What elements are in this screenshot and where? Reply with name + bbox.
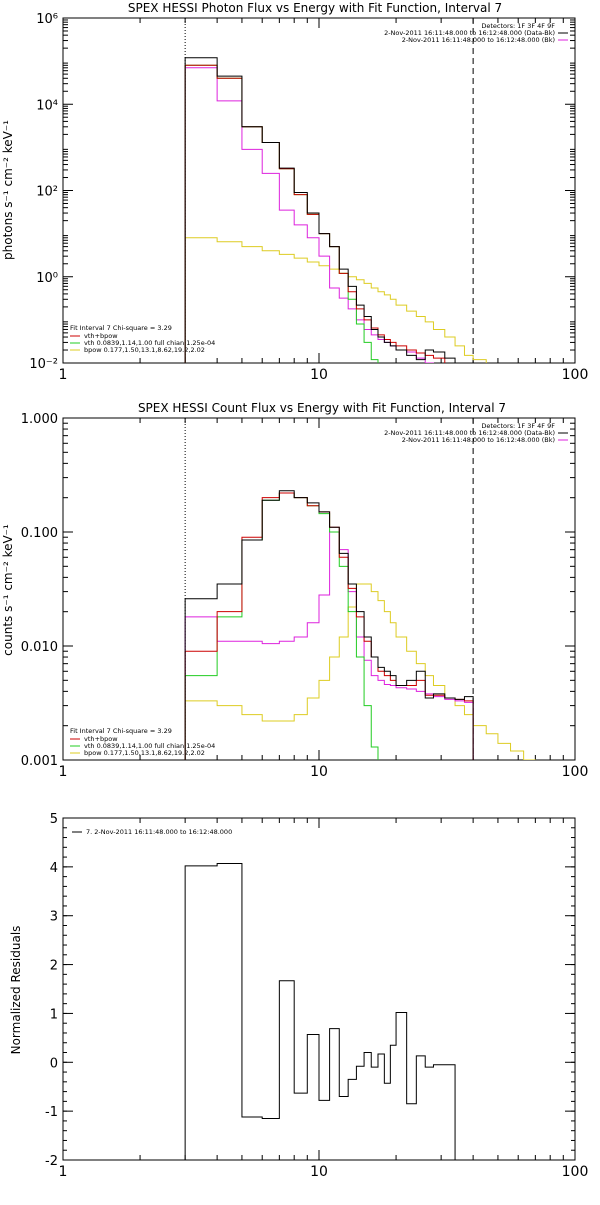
x-tick-label: 10 xyxy=(310,764,328,780)
y-tick-label: 10² xyxy=(36,185,58,200)
photon-flux-panel: SPEX HESSI Photon Flux vs Energy with Fi… xyxy=(1,1,588,383)
y-tick-label: 10⁴ xyxy=(36,98,58,113)
x-tick-label: 100 xyxy=(562,1164,589,1180)
legend-data-label: 2-Nov-2011 16:11:48.000 to 16:12:48.000 … xyxy=(384,429,555,437)
x-tick-label: 1 xyxy=(59,367,68,383)
legend-background-label: 2-Nov-2011 16:11:48.000 to 16:12:48.000 … xyxy=(402,36,555,44)
series-data xyxy=(184,490,474,760)
series-bpow xyxy=(184,583,551,760)
fit-total-label: vth+bpow xyxy=(84,332,118,340)
y-tick-label: 0.001 xyxy=(21,754,58,769)
legend-data-label: 2-Nov-2011 16:11:48.000 to 16:12:48.000 … xyxy=(384,29,555,37)
y-tick-label: 10⁻² xyxy=(29,357,58,372)
fit-bpow-label: bpow 0.177,1.50,13.1,8.62,19.2,2.02 xyxy=(84,749,205,757)
y-tick-label: 0.010 xyxy=(21,640,58,655)
series-total-fit xyxy=(184,64,446,363)
series-background xyxy=(184,67,446,363)
fit-vth-label: vth 0.0839,1.14,1.00 full chian 1.25e-04 xyxy=(84,339,215,347)
y-tick-label: 3 xyxy=(50,910,58,925)
x-tick-label: 100 xyxy=(562,764,589,780)
y-tick-label: 5 xyxy=(50,812,58,827)
count-flux-panel: SPEX HESSI Count Flux vs Energy with Fit… xyxy=(1,401,588,780)
count-flux-title: SPEX HESSI Count Flux vs Energy with Fit… xyxy=(138,401,506,415)
y-tick-label: 0.100 xyxy=(21,526,58,541)
series-vth xyxy=(184,64,379,363)
y-tick-label: 10⁶ xyxy=(36,12,58,27)
residuals-legend: 7. 2-Nov-2011 16:11:48.000 to 16:12:48.0… xyxy=(72,828,232,836)
fit-interval-label: Fit Interval 7 Chi-square = 3.29 xyxy=(70,324,172,332)
x-tick-label: 10 xyxy=(310,367,328,383)
detectors-label: Detectors: 1F 3F 4F 9F xyxy=(481,22,555,30)
fit-interval-label: Fit Interval 7 Chi-square = 3.29 xyxy=(70,727,172,735)
series-data xyxy=(184,862,456,1160)
x-tick-label: 1 xyxy=(59,1164,68,1180)
detectors-label: Detectors: 1F 3F 4F 9F xyxy=(481,422,555,430)
legend-residual-label: 7. 2-Nov-2011 16:11:48.000 to 16:12:48.0… xyxy=(86,828,232,836)
y-tick-label: -2 xyxy=(45,1154,58,1169)
x-tick-label: 100 xyxy=(562,367,589,383)
y-tick-label: 1.000 xyxy=(21,412,58,427)
y-tick-label: -1 xyxy=(45,1105,58,1120)
photon-flux-ylabel: photons s⁻¹ cm⁻² keV⁻¹ xyxy=(1,120,15,260)
count-flux-ylabel: counts s⁻¹ cm⁻² keV⁻¹ xyxy=(1,524,15,656)
plot-frame xyxy=(62,17,576,364)
series-background xyxy=(184,531,474,760)
photon-flux-title: SPEX HESSI Photon Flux vs Energy with Fi… xyxy=(128,1,502,15)
fit-total-label: vth+bpow xyxy=(84,735,118,743)
y-tick-label: 2 xyxy=(50,959,58,974)
fit-bpow-label: bpow 0.177,1.50,13.1,8.62,19.2,2.02 xyxy=(84,346,205,354)
count-flux-legend: Detectors: 1F 3F 4F 9F 2-Nov-2011 16:11:… xyxy=(384,422,568,444)
y-tick-label: 1 xyxy=(50,1007,58,1022)
residuals-ylabel: Normalized Residuals xyxy=(9,926,23,1055)
fit-vth-label: vth 0.0839,1.14,1.00 full chian 1.25e-04 xyxy=(84,742,215,750)
count-flux-fit-legend: Fit Interval 7 Chi-square = 3.29 vth+bpo… xyxy=(70,727,215,757)
series-bpow xyxy=(184,237,525,363)
y-tick-label: 4 xyxy=(50,861,58,876)
photon-flux-fit-legend: Fit Interval 7 Chi-square = 3.29 vth+bpo… xyxy=(70,324,215,354)
residuals-panel: Normalized Residuals 7. 2-Nov-2011 16:11… xyxy=(9,812,588,1180)
series-vth xyxy=(184,492,379,760)
plot-frame xyxy=(62,417,576,761)
x-tick-label: 10 xyxy=(310,1164,328,1180)
x-tick-label: 1 xyxy=(59,764,68,780)
y-tick-label: 0 xyxy=(50,1056,58,1071)
legend-background-label: 2-Nov-2011 16:11:48.000 to 16:12:48.000 … xyxy=(402,436,555,444)
y-tick-label: 10⁰ xyxy=(36,271,58,286)
series-data xyxy=(184,57,474,363)
photon-flux-legend: Detectors: 1F 3F 4F 9F 2-Nov-2011 16:11:… xyxy=(384,22,568,44)
plot-frame xyxy=(62,817,576,1161)
